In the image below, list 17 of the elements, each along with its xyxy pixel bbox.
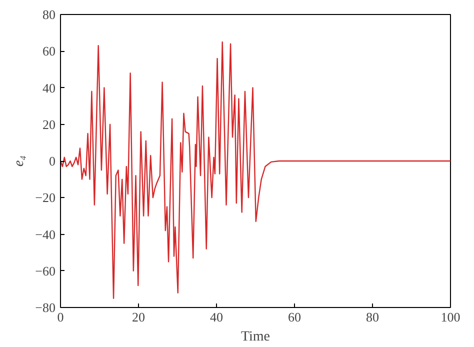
y-tick-label: 40 [42, 80, 56, 96]
x-tick-label: 60 [288, 310, 301, 324]
y-tick-label: −60 [35, 263, 56, 278]
y-tick-label: −40 [35, 226, 56, 242]
y-tick-label: 20 [42, 116, 56, 132]
y-tick-label: 60 [42, 44, 56, 59]
y-tick-label: 80 [42, 7, 56, 22]
x-tick-label: 20 [132, 310, 145, 324]
x-tick-label: 100 [440, 310, 460, 324]
x-axis-title: Time [240, 330, 270, 344]
y-tick-label: −80 [35, 300, 56, 315]
y-tick-label: −20 [35, 190, 56, 206]
y-tick-label: 0 [49, 154, 56, 168]
x-tick-label: 80 [366, 310, 379, 324]
x-tick-label: 40 [210, 310, 223, 324]
y-axis-title: e₄ [12, 155, 28, 167]
line-series [60, 41, 450, 299]
